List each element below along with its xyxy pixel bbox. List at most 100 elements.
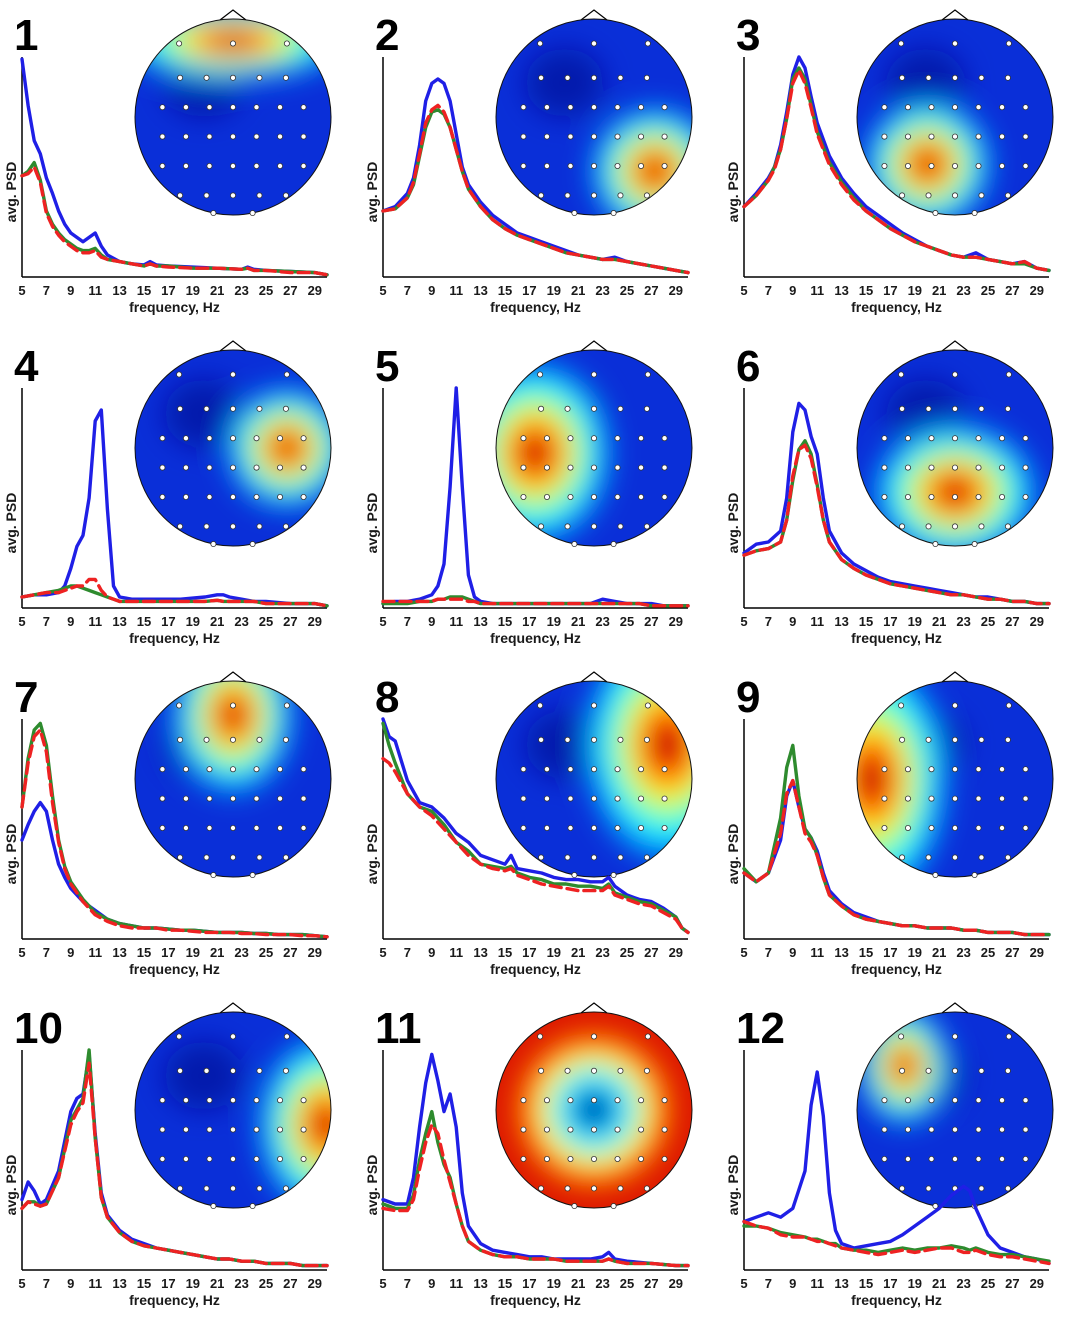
x-tick-label: 19 — [908, 1276, 922, 1291]
electrode-marker — [571, 210, 578, 217]
electrode-marker — [644, 1033, 651, 1040]
electrode-marker — [277, 824, 284, 831]
nose-marker — [580, 1002, 608, 1014]
electrode-marker — [951, 464, 958, 471]
electrode-marker — [543, 1097, 550, 1104]
y-axis-title: avg. PSD — [3, 162, 19, 223]
electrode-marker — [176, 702, 183, 709]
electrode-marker — [300, 795, 307, 802]
electrode-marker — [617, 192, 624, 199]
electrode-marker — [590, 40, 597, 47]
x-tick-label: 25 — [620, 1276, 634, 1291]
electrode-marker — [229, 1126, 236, 1133]
panel-12: 5 7 9 11 13 15 17 19 21 23 25 27 29 frequency, Hz avg.… — [724, 995, 1084, 1326]
electrode-marker — [881, 435, 888, 442]
electrode-marker — [590, 795, 597, 802]
panel-1: 5 7 9 11 13 15 17 19 21 23 25 27 29 frequency, Hz avg.… — [2, 2, 363, 333]
x-tick-label: 7 — [404, 945, 411, 960]
head-outline — [134, 349, 332, 547]
electrode-marker — [282, 854, 289, 861]
x-tick-label: 21 — [932, 1276, 946, 1291]
electrode-marker — [951, 40, 958, 47]
x-tick-label: 9 — [428, 1276, 435, 1291]
electrodes — [520, 371, 668, 548]
electrode-marker — [638, 435, 645, 442]
electrode-marker — [590, 133, 597, 140]
electrode-marker — [253, 766, 260, 773]
electrode-marker — [1005, 371, 1012, 378]
x-tick-label: 15 — [498, 614, 512, 629]
electrode-marker — [975, 766, 982, 773]
electrode-marker — [203, 192, 210, 199]
x-tick-label: 27 — [644, 614, 658, 629]
electrode-marker — [229, 1185, 236, 1192]
electrode-marker — [177, 1185, 184, 1192]
electrode-marker — [614, 464, 621, 471]
electrode-marker — [229, 464, 236, 471]
electrode-marker — [975, 162, 982, 169]
electrode-marker — [520, 162, 527, 169]
electrode-marker — [282, 1067, 289, 1074]
electrode-marker — [520, 104, 527, 111]
x-tick-label: 13 — [834, 1276, 848, 1291]
series-line-blue — [381, 1052, 690, 1268]
x-tick-label: 9 — [67, 614, 74, 629]
x-tick-label: 11 — [88, 614, 102, 629]
electrode-marker — [999, 162, 1006, 169]
x-tick-label: 15 — [137, 283, 151, 298]
x-tick-label: 23 — [234, 614, 248, 629]
electrode-marker — [543, 795, 550, 802]
electrode-marker — [644, 371, 651, 378]
topomap — [495, 9, 693, 217]
x-tick-label: 13 — [112, 945, 126, 960]
x-tick-label: 25 — [259, 945, 273, 960]
x-tick-label: 25 — [259, 1276, 273, 1291]
electrode-marker — [567, 104, 574, 111]
x-tick-label: 11 — [810, 614, 824, 629]
x-tick-label: 27 — [644, 283, 658, 298]
electrode-marker — [159, 824, 166, 831]
electrode-marker — [283, 702, 290, 709]
electrode-marker — [1022, 133, 1029, 140]
electrodes — [881, 1033, 1029, 1210]
x-tick-label: 9 — [67, 1276, 74, 1291]
electrode-marker — [229, 40, 236, 47]
electrode-marker — [256, 854, 263, 861]
x-axis-title: frequency, Hz — [851, 299, 942, 315]
electrode-marker — [177, 192, 184, 199]
electrode-marker — [978, 854, 985, 861]
x-tick-label: 29 — [1030, 283, 1044, 298]
electrode-marker — [282, 1185, 289, 1192]
electrode-marker — [520, 435, 527, 442]
x-tick-label: 23 — [234, 283, 248, 298]
electrode-marker — [277, 1097, 284, 1104]
electrode-marker — [564, 736, 571, 743]
electrode-marker — [643, 523, 650, 530]
x-tick-label: 23 — [595, 1276, 609, 1291]
electrode-marker — [1004, 523, 1011, 530]
electrode-marker — [543, 435, 550, 442]
series-line-green — [381, 721, 690, 935]
electrode-marker — [610, 872, 617, 879]
electrode-marker — [182, 795, 189, 802]
electrode-marker — [538, 1067, 545, 1074]
panel-11: 5 7 9 11 13 15 17 19 21 23 25 27 29 frequency, Hz avg.… — [363, 995, 724, 1326]
electrode-marker — [571, 541, 578, 548]
electrode-marker — [249, 210, 256, 217]
x-tick-label: 7 — [43, 1276, 50, 1291]
electrode-marker — [951, 435, 958, 442]
electrode-marker — [203, 74, 210, 81]
electrode-marker — [229, 162, 236, 169]
electrode-marker — [253, 133, 260, 140]
x-tick-label: 17 — [161, 614, 175, 629]
electrode-marker — [282, 405, 289, 412]
electrode-marker — [898, 371, 905, 378]
electrode-marker — [899, 1067, 906, 1074]
electrode-marker — [567, 1097, 574, 1104]
electrode-marker — [590, 854, 597, 861]
electrode-marker — [176, 371, 183, 378]
electrode-marker — [1022, 104, 1029, 111]
x-axis-title: frequency, Hz — [129, 299, 220, 315]
electrode-marker — [1004, 74, 1011, 81]
electrode-marker — [590, 405, 597, 412]
